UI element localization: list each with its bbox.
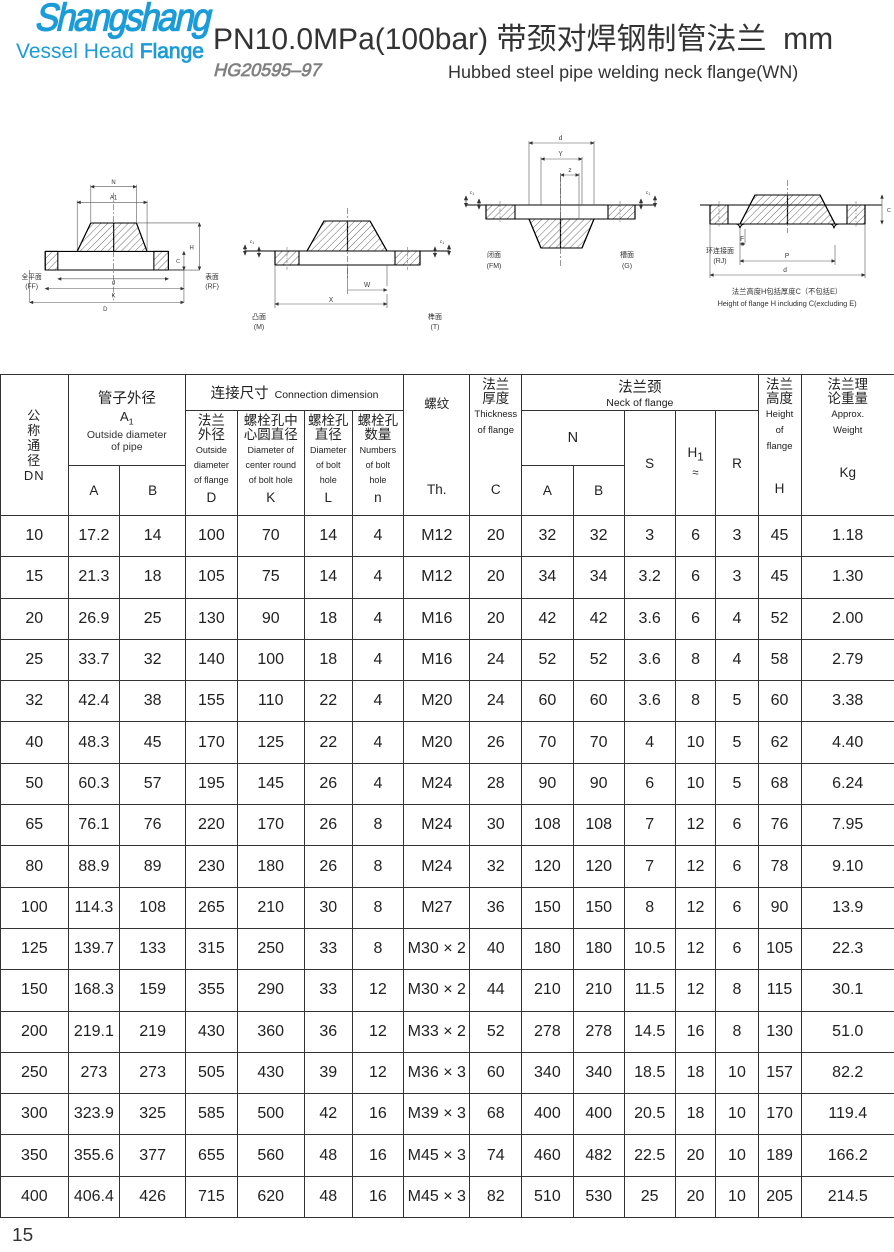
svg-text:c1: c1 [250, 239, 255, 245]
svg-text:Height of flange H including C: Height of flange H including C(excluding… [717, 299, 856, 308]
svg-text:槽面: 槽面 [620, 250, 634, 259]
svg-text:d: d [559, 135, 563, 142]
svg-text:C: C [887, 208, 891, 214]
svg-text:全平面: 全平面 [21, 272, 42, 281]
svg-text:c1: c1 [646, 190, 651, 196]
svg-text:(M): (M) [254, 324, 265, 331]
svg-text:表面: 表面 [205, 272, 219, 281]
svg-text:z: z [568, 167, 571, 174]
svg-text:(FF): (FF) [25, 284, 38, 291]
svg-text:c1: c1 [470, 190, 475, 196]
svg-text:法兰高度H包括厚度C（不包括E）: 法兰高度H包括厚度C（不包括E） [732, 287, 842, 296]
svg-text:(RF): (RF) [205, 284, 219, 291]
svg-text:H: H [189, 244, 193, 251]
svg-text:d: d [783, 267, 787, 274]
svg-text:A1: A1 [110, 194, 118, 201]
svg-text:P: P [785, 253, 789, 260]
svg-text:D: D [103, 306, 108, 313]
svg-text:闭面: 闭面 [487, 251, 501, 259]
svg-text:C: C [176, 259, 180, 265]
svg-text:K: K [112, 292, 117, 299]
svg-text:d: d [112, 280, 116, 287]
svg-text:凸面: 凸面 [252, 313, 266, 321]
svg-text:(FM): (FM) [487, 263, 502, 270]
svg-text:c1: c1 [440, 239, 445, 245]
svg-text:X: X [329, 297, 334, 304]
svg-text:(T): (T) [431, 324, 440, 331]
svg-text:F: F [740, 236, 744, 243]
svg-text:(RJ): (RJ) [713, 258, 726, 265]
svg-text:W: W [364, 282, 370, 289]
svg-text:N: N [111, 179, 115, 186]
svg-text:(G): (G) [622, 263, 632, 270]
svg-text:榫面: 榫面 [428, 312, 442, 321]
svg-text:Y: Y [558, 151, 563, 158]
